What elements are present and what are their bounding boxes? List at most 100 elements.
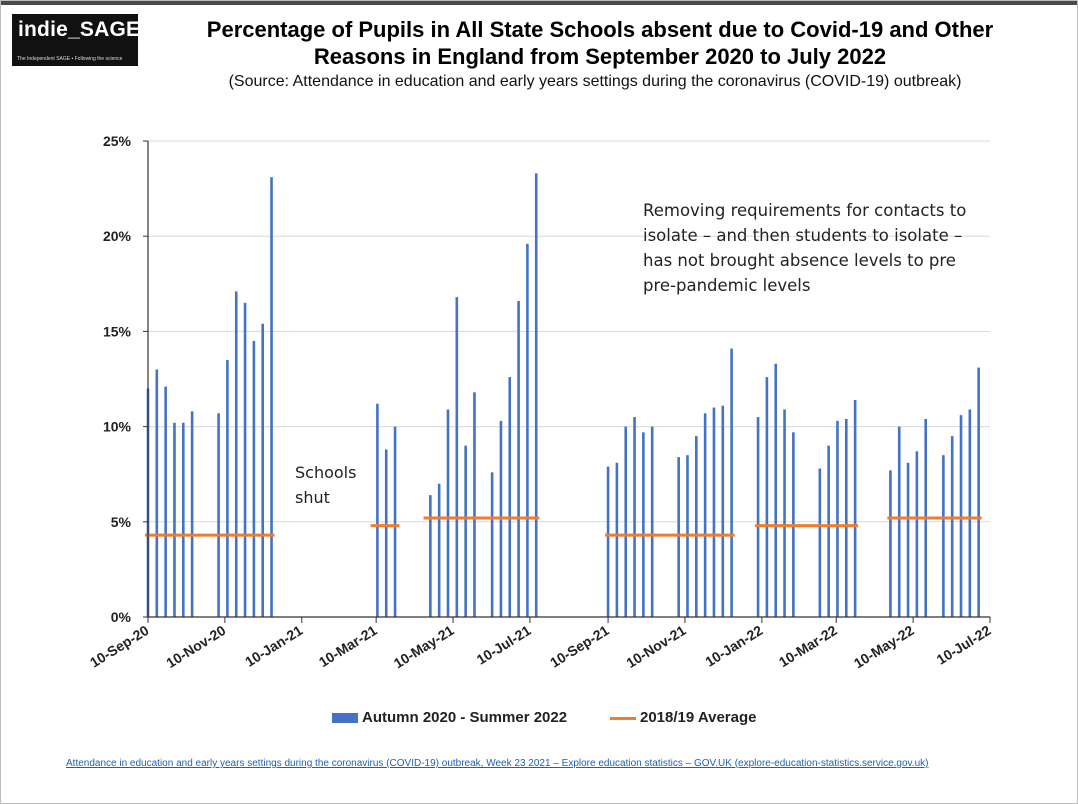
x-tick-label: 10-Sep-21 bbox=[547, 622, 612, 671]
bar bbox=[464, 445, 467, 617]
bar bbox=[942, 455, 945, 617]
bar bbox=[252, 340, 256, 617]
annotation-schools-shut: Schools shut bbox=[295, 460, 356, 510]
bar bbox=[393, 426, 397, 617]
bar bbox=[677, 457, 680, 617]
bar bbox=[756, 417, 760, 617]
legend-swatch-bars bbox=[332, 713, 358, 723]
chart-subtitle: (Source: Attendance in education and ear… bbox=[228, 73, 962, 90]
bar bbox=[959, 415, 963, 617]
y-tick-label: 10% bbox=[103, 419, 132, 435]
x-tick-label: 10-May-21 bbox=[391, 622, 457, 672]
bar bbox=[845, 418, 848, 617]
average-series bbox=[145, 516, 982, 537]
annotation-main: Removing requirements for contacts to is… bbox=[643, 198, 993, 298]
bar bbox=[455, 297, 459, 617]
bar bbox=[853, 399, 857, 617]
x-tick-labels: 10-Sep-20 10-Nov-20 10-Jan-21 10-Mar-21 10-M… bbox=[87, 622, 994, 672]
bar bbox=[181, 422, 185, 617]
x-tick-label: 10-May-22 bbox=[851, 622, 917, 672]
x-tick-label: 10-Jul-21 bbox=[474, 622, 534, 668]
annotation-line: Schools bbox=[295, 463, 357, 482]
bar bbox=[261, 323, 265, 617]
bar bbox=[234, 291, 238, 617]
x-tick-label: 10-Mar-21 bbox=[316, 622, 380, 670]
bar bbox=[712, 407, 716, 617]
legend-swatch-average bbox=[610, 717, 636, 720]
indie-sage-logo: indie_SAGE The Independent SAGE • Follow… bbox=[12, 14, 141, 66]
bar bbox=[437, 483, 441, 617]
source-link[interactable]: Attendance in education and early years … bbox=[66, 758, 929, 769]
bar bbox=[384, 449, 388, 617]
logo-tagline: The Independent SAGE • Following the sci… bbox=[17, 56, 123, 62]
annotation-line: has not brought absence levels to pre bbox=[643, 251, 956, 270]
logo-text: indie_SAGE bbox=[18, 18, 141, 41]
bar bbox=[490, 472, 494, 617]
annotation-line: Removing requirements for contacts to bbox=[643, 201, 967, 220]
chart-title: Percentage of Pupils in All State School… bbox=[150, 16, 1050, 70]
bar bbox=[897, 426, 901, 617]
y-tick-labels: 0% 5% 10% 15% 20% 25% bbox=[103, 133, 132, 625]
bar bbox=[642, 432, 645, 617]
bar bbox=[836, 420, 839, 617]
bar bbox=[429, 495, 432, 617]
y-tick-label: 0% bbox=[111, 609, 132, 625]
bar bbox=[217, 413, 220, 617]
bar bbox=[774, 363, 778, 617]
y-tick-label: 25% bbox=[103, 133, 132, 149]
bar bbox=[473, 392, 476, 617]
chart-title-line-1: Percentage of Pupils in All State School… bbox=[206, 17, 994, 42]
legend-label-average: 2018/19 Average bbox=[640, 709, 757, 726]
bar bbox=[190, 411, 194, 617]
bar bbox=[517, 300, 520, 617]
bar bbox=[446, 409, 450, 617]
bar bbox=[765, 377, 769, 617]
x-tick-label: 10-Jan-21 bbox=[242, 622, 305, 670]
x-tick-label: 10-Nov-20 bbox=[163, 622, 228, 671]
x-tick-label: 10-Sep-20 bbox=[87, 622, 152, 671]
y-tick-label: 20% bbox=[103, 228, 132, 244]
x-tick-label: 10-Jul-22 bbox=[934, 622, 994, 668]
annotation-line: pre-pandemic levels bbox=[643, 276, 811, 295]
bar bbox=[243, 302, 247, 617]
bar bbox=[624, 426, 628, 617]
bar bbox=[818, 468, 822, 617]
annotation-line: shut bbox=[295, 488, 330, 507]
chart-title-line-2: Reasons in England from September 2020 t… bbox=[313, 44, 887, 69]
bar bbox=[534, 173, 538, 618]
bar bbox=[695, 436, 698, 617]
x-tick-label: 10-Jan-22 bbox=[702, 622, 765, 670]
bar bbox=[730, 348, 733, 617]
bar bbox=[508, 377, 512, 617]
bar bbox=[155, 369, 159, 617]
bar bbox=[950, 436, 954, 617]
bar bbox=[650, 426, 654, 617]
y-tick-label: 15% bbox=[103, 323, 132, 339]
axes bbox=[143, 140, 991, 623]
bar bbox=[226, 359, 229, 617]
bar bbox=[376, 403, 379, 617]
bar bbox=[977, 367, 980, 617]
bar bbox=[703, 413, 707, 617]
bar bbox=[173, 422, 176, 617]
bar bbox=[783, 409, 786, 617]
legend-label-bars: Autumn 2020 - Summer 2022 bbox=[362, 709, 568, 726]
bar bbox=[906, 462, 910, 617]
bar bbox=[915, 451, 919, 617]
top-border bbox=[0, 0, 1078, 5]
gridlines bbox=[148, 140, 990, 523]
x-tick-label: 10-Mar-22 bbox=[776, 622, 840, 670]
bar bbox=[968, 409, 972, 617]
bar bbox=[827, 445, 830, 617]
bar bbox=[606, 466, 610, 617]
bar bbox=[889, 470, 892, 617]
annotation-line: isolate – and then students to isolate – bbox=[643, 226, 963, 245]
bar bbox=[615, 462, 619, 617]
x-tick-label: 10-Nov-21 bbox=[623, 622, 688, 671]
y-tick-label: 5% bbox=[111, 514, 132, 530]
bar bbox=[633, 417, 636, 617]
bar bbox=[164, 386, 167, 617]
bar bbox=[270, 177, 273, 617]
bar bbox=[526, 243, 529, 618]
